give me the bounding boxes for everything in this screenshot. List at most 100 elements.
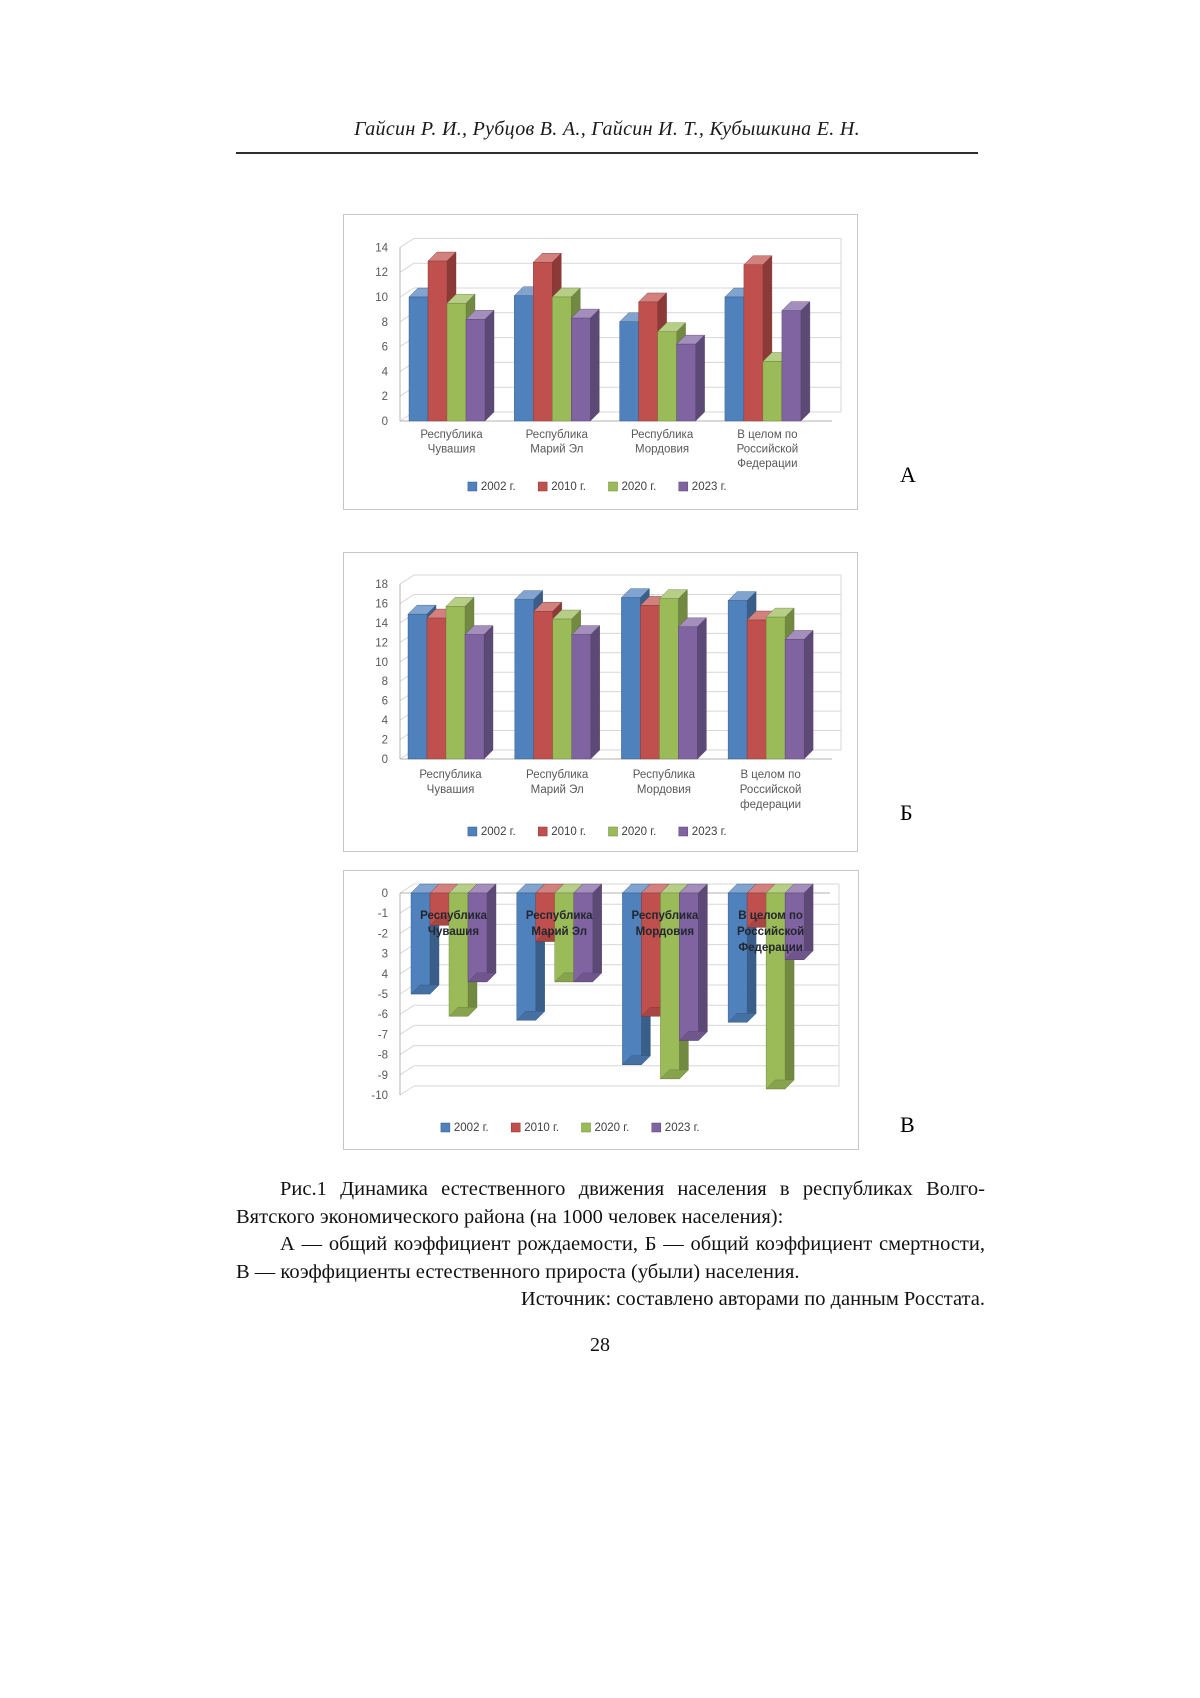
y-tick-label: -6 bbox=[378, 1009, 388, 1021]
legend: 2002 г. 2010 г. 2020 г. 2023 г. bbox=[440, 1122, 700, 1134]
category-label: Мордовия bbox=[635, 444, 689, 456]
category-label: Мордовия bbox=[636, 926, 695, 938]
category-label: Марий Эл bbox=[530, 444, 583, 456]
bar bbox=[571, 634, 591, 760]
legend-swatch bbox=[678, 826, 689, 837]
legend-label: 2020 г. bbox=[595, 1122, 630, 1134]
category-label: В целом по bbox=[738, 910, 803, 922]
bar bbox=[426, 617, 447, 760]
category-label: Чувашия bbox=[427, 784, 475, 796]
bar bbox=[743, 264, 764, 422]
bar bbox=[784, 639, 805, 760]
category-label: Республика bbox=[526, 910, 593, 922]
y-tick-label: 6 bbox=[382, 696, 388, 708]
legend-swatch bbox=[608, 826, 618, 837]
bars bbox=[408, 251, 811, 422]
legend-swatch bbox=[467, 481, 478, 492]
bar bbox=[464, 634, 485, 760]
bar bbox=[571, 317, 591, 422]
caption-line-3: А — общий коэффициент рождаемости, Б — о… bbox=[280, 1233, 985, 1255]
legend-label: 2010 г. bbox=[551, 826, 586, 838]
legend-label: 2002 г. bbox=[481, 826, 516, 838]
bar bbox=[465, 319, 486, 422]
caption-source-line: Источник: составлено авторами по данным … bbox=[520, 1288, 985, 1310]
legend-swatch bbox=[467, 826, 478, 837]
bar bbox=[445, 606, 466, 760]
y-tick-label: 12 bbox=[375, 267, 388, 279]
caption-line-2: Вятского экономического района (на 1000 … bbox=[236, 1205, 784, 1228]
y-tick-label: 2 bbox=[382, 735, 388, 747]
bar bbox=[446, 302, 467, 422]
bar bbox=[781, 310, 802, 422]
legend-swatch bbox=[537, 826, 548, 837]
panel-letter-a: А bbox=[900, 462, 916, 487]
category-label: Чувашия bbox=[428, 444, 476, 456]
bar bbox=[765, 892, 786, 1090]
category-label: В целом по bbox=[740, 769, 800, 781]
chart-panel-a: 0 2 4 6 8 10 12 14 Республика Чувашия Республика Ма… bbox=[343, 214, 858, 510]
bar bbox=[621, 597, 641, 760]
category-label: Республика bbox=[419, 769, 482, 781]
legend-swatch bbox=[581, 1122, 591, 1133]
bar bbox=[678, 626, 698, 760]
y-tick-label: -8 bbox=[378, 1050, 388, 1062]
y-tick-label: 0 bbox=[382, 416, 388, 428]
y-tick-label: 0 bbox=[382, 754, 388, 766]
category-labels: Республика Чувашия Республика Марий Эл Респу… bbox=[420, 429, 798, 470]
legend-label: 2002 г. bbox=[481, 481, 516, 493]
bar bbox=[533, 611, 553, 760]
chart-panel-b: 0 2 4 6 8 10 12 14 16 18 Республика Чувашия Республи… bbox=[343, 552, 858, 852]
legend: 2002 г. 2010 г. 2020 г. 2023 г. bbox=[467, 481, 727, 493]
y-tick-label: -1 bbox=[378, 908, 388, 920]
bar bbox=[638, 301, 658, 422]
category-label: Марий Эл bbox=[531, 784, 584, 796]
bar bbox=[762, 361, 783, 422]
chart-a-canvas: 0 2 4 6 8 10 12 14 Республика Чувашия Республика Ма… bbox=[375, 237, 842, 493]
caption-line-4: В — коэффициенты естественного прироста … bbox=[236, 1260, 800, 1283]
category-label: Российской bbox=[737, 444, 799, 456]
legend-label: 2010 г. bbox=[524, 1122, 559, 1134]
bar bbox=[619, 321, 639, 422]
bar bbox=[657, 331, 677, 422]
legend-label: 2010 г. bbox=[551, 481, 586, 493]
bar bbox=[514, 295, 534, 422]
bars bbox=[407, 588, 814, 760]
bar bbox=[427, 260, 448, 422]
category-label: Федерации bbox=[737, 458, 797, 470]
bar bbox=[410, 892, 431, 995]
legend-swatch bbox=[510, 1122, 521, 1133]
y-tick-label: 8 bbox=[382, 676, 388, 688]
y-tick-label: 14 bbox=[375, 242, 388, 254]
category-label: Республика bbox=[631, 429, 694, 441]
legend-swatch bbox=[537, 481, 548, 492]
category-label: Мордовия bbox=[637, 784, 691, 796]
bar bbox=[408, 296, 429, 422]
bar bbox=[746, 619, 767, 760]
y-tick-label: 10 bbox=[375, 292, 388, 304]
bar bbox=[659, 598, 679, 760]
category-label: Марий Эл bbox=[531, 926, 587, 938]
category-label: Республика bbox=[420, 429, 483, 441]
category-label: Республика bbox=[526, 429, 589, 441]
legend-label: 2023 г. bbox=[692, 481, 727, 493]
category-label: Республика bbox=[632, 910, 699, 922]
bar bbox=[640, 605, 660, 760]
y-tick-label: 18 bbox=[375, 579, 388, 591]
legend-label: 2020 г. bbox=[622, 826, 657, 838]
category-label: Федерации bbox=[738, 942, 803, 954]
chart-b-canvas: 024681012141618РеспубликаЧувашияРеспубли… bbox=[375, 574, 842, 838]
caption-line-1: Рис.1 Динамика естественного движения на… bbox=[280, 1178, 985, 1200]
bar bbox=[552, 618, 572, 760]
legend-swatch bbox=[440, 1122, 451, 1133]
legend-label: 2002 г. bbox=[454, 1122, 489, 1134]
y-tick-label: 16 bbox=[375, 598, 388, 610]
header-authors: Гайсин Р. И., Рубцов В. А., Гайсин И. Т.… bbox=[354, 118, 860, 140]
bars bbox=[410, 883, 814, 1090]
legend-swatch bbox=[678, 481, 689, 492]
category-label: федерации bbox=[740, 799, 801, 811]
legend-label: 2023 г. bbox=[692, 826, 727, 838]
bar bbox=[724, 296, 745, 422]
y-tick-label: -2 bbox=[378, 928, 388, 940]
y-tick-label: -7 bbox=[378, 1029, 388, 1041]
